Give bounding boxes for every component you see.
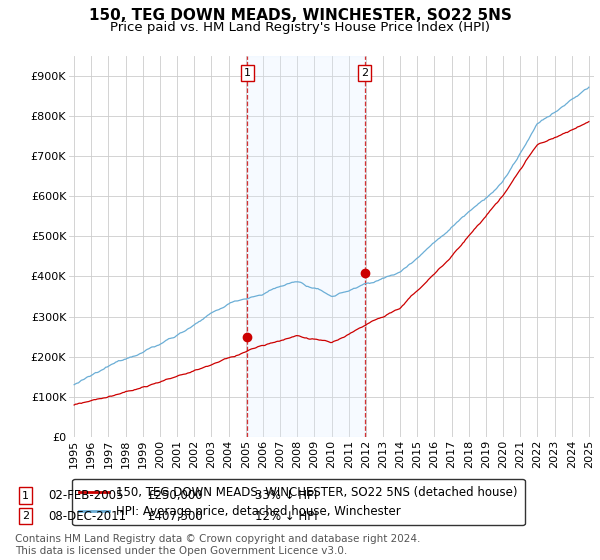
Text: 2: 2: [22, 511, 29, 521]
Text: £250,000: £250,000: [147, 489, 203, 502]
Text: £407,500: £407,500: [147, 510, 203, 523]
Text: 2: 2: [361, 68, 368, 78]
Bar: [247, 56, 365, 437]
Text: 08-DEC-2011: 08-DEC-2011: [48, 510, 126, 523]
Text: 12% ↓ HPI: 12% ↓ HPI: [255, 510, 317, 523]
Text: 1: 1: [244, 68, 251, 78]
Legend: 150, TEG DOWN MEADS, WINCHESTER, SO22 5NS (detached house), HPI: Average price, : 150, TEG DOWN MEADS, WINCHESTER, SO22 5N…: [72, 479, 524, 525]
Text: 33% ↓ HPI: 33% ↓ HPI: [255, 489, 317, 502]
Text: 02-FEB-2005: 02-FEB-2005: [48, 489, 124, 502]
Text: 1: 1: [22, 491, 29, 501]
Text: Contains HM Land Registry data © Crown copyright and database right 2024.
This d: Contains HM Land Registry data © Crown c…: [15, 534, 421, 556]
Text: Price paid vs. HM Land Registry's House Price Index (HPI): Price paid vs. HM Land Registry's House …: [110, 21, 490, 34]
Text: 150, TEG DOWN MEADS, WINCHESTER, SO22 5NS: 150, TEG DOWN MEADS, WINCHESTER, SO22 5N…: [89, 8, 511, 24]
